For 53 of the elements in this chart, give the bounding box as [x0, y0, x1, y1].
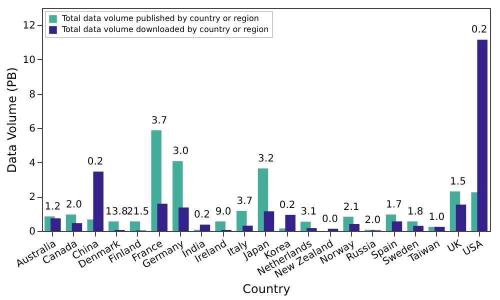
annotation: 2.0: [66, 200, 82, 211]
annotation: 1.5: [450, 176, 466, 188]
annotation: 3.1: [300, 206, 317, 218]
bar: [264, 211, 274, 231]
bar: [93, 172, 104, 231]
bar: [413, 226, 424, 231]
bar: [456, 204, 466, 231]
annotation: 0.2: [279, 200, 296, 211]
y-axis-title: Data Volume (PB): [4, 67, 19, 173]
y-tick-label: 2: [29, 192, 36, 204]
annotation: 1.2: [44, 201, 61, 212]
annotation: 3.0: [172, 146, 189, 158]
annotation: 0.2: [471, 24, 488, 36]
annotation: 13.8: [106, 206, 128, 218]
bar: [72, 223, 82, 231]
bar: [200, 224, 210, 231]
y-tick-label: 12: [22, 20, 36, 32]
annotation: 3.2: [258, 153, 274, 164]
x-tick-label: USA: [461, 238, 485, 258]
annotation: 0.2: [194, 210, 210, 221]
annotation: 3.7: [236, 196, 253, 207]
annotation: 0.2: [87, 156, 104, 168]
bar: [349, 224, 360, 231]
bar: [306, 228, 317, 231]
bar: [108, 221, 119, 231]
y-tick-label: 6: [29, 124, 36, 135]
y-tick-label: 10: [22, 54, 36, 66]
annotation: 1.8: [407, 206, 424, 218]
bar: [392, 221, 402, 231]
annotation: 0.0: [322, 214, 338, 225]
bar: [130, 221, 140, 231]
annotation: 2.1: [343, 202, 360, 213]
y-tick-label: 0: [29, 226, 36, 238]
annotation: 9.0: [215, 206, 232, 218]
bar: [157, 204, 168, 231]
x-tick-label: UK: [446, 238, 464, 255]
annotation: 1.0: [428, 212, 445, 223]
legend-label: Total data volume downloaded by country or region: [61, 25, 269, 34]
bar: [285, 214, 296, 231]
bar: [242, 226, 253, 231]
annotation: 3.7: [151, 115, 168, 126]
annotation: 2.0: [364, 214, 381, 226]
bar: [178, 208, 189, 231]
annotation: 1.7: [386, 200, 402, 211]
bar: [50, 218, 61, 231]
y-tick-label: 8: [29, 89, 36, 100]
annotation: 21.5: [126, 206, 150, 218]
bar: [434, 226, 445, 231]
y-tick-label: 4: [29, 158, 36, 169]
x-axis-title: Country: [242, 282, 290, 296]
legend-label: Total data volume published by country or region: [61, 14, 259, 23]
bar: [215, 221, 226, 231]
bar: [477, 40, 488, 231]
